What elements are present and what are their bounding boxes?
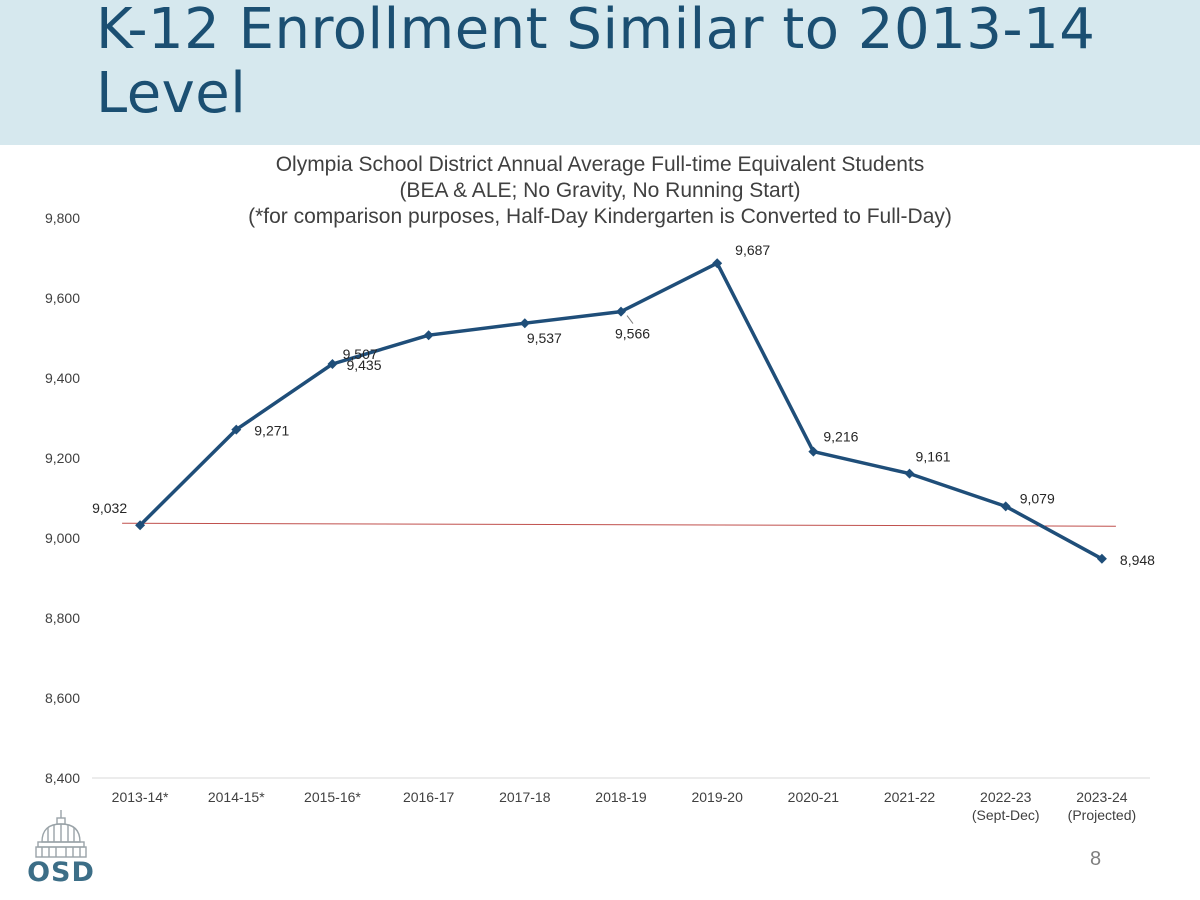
chart-title-line-3: (*for comparison purposes, Half-Day Kind… [248, 205, 952, 228]
data-point [904, 468, 915, 479]
x-tick-label: 2013-14* [112, 789, 169, 805]
data-label: 9,687 [735, 242, 770, 258]
y-tick-label: 8,800 [45, 610, 80, 626]
data-label: 9,161 [916, 449, 951, 465]
capitol-dome-logo-icon [35, 810, 87, 858]
slide-title: K-12 Enrollment Similar to 2013-14 Level [96, 0, 1096, 126]
x-tick-label: 2019-20 [691, 789, 743, 805]
data-label: 9,507 [343, 346, 378, 362]
data-label: 9,435 [346, 357, 381, 373]
data-label: 9,032 [92, 500, 127, 516]
data-point [135, 520, 146, 531]
data-point [231, 424, 242, 435]
title-band [0, 0, 1200, 145]
x-tick-label: 2017-18 [499, 789, 551, 805]
x-tick-label: 2015-16* [304, 789, 361, 805]
logo-text: OSD [27, 857, 95, 888]
chart-title: Olympia School District Annual Average F… [150, 152, 1050, 230]
x-tick-label: 2022-23 [980, 789, 1032, 805]
y-tick-label: 9,200 [45, 450, 80, 466]
x-tick-label: 2018-19 [595, 789, 647, 805]
data-point [327, 359, 338, 369]
x-tick-label: 2016-17 [403, 789, 455, 805]
data-point [616, 306, 626, 317]
data-point [1096, 553, 1107, 564]
data-label: 9,216 [823, 429, 858, 445]
y-tick-label: 9,800 [45, 210, 80, 226]
x-tick-label: 2023-24 [1076, 789, 1128, 805]
data-label: 9,537 [527, 330, 562, 346]
x-tick-label: 2021-22 [884, 789, 936, 805]
data-point [808, 446, 819, 457]
y-tick-label: 9,600 [45, 290, 80, 306]
x-tick-label: 2020-21 [788, 789, 840, 805]
data-label: 9,271 [254, 423, 289, 439]
chart-title-line-2: (BEA & ALE; No Gravity, No Running Start… [399, 179, 801, 202]
data-label: 9,566 [615, 326, 650, 342]
chart-title-line-1: Olympia School District Annual Average F… [275, 153, 925, 176]
y-tick-label: 9,400 [45, 370, 80, 386]
y-tick-label: 9,000 [45, 530, 80, 546]
data-point [519, 318, 530, 329]
data-point [1000, 501, 1011, 512]
data-point [423, 330, 434, 341]
x-tick-label: (Sept-Dec) [972, 807, 1040, 823]
x-tick-label: 2014-15* [208, 789, 265, 805]
data-label: 8,948 [1120, 552, 1155, 568]
reference-line [122, 522, 1116, 527]
x-tick-label: (Projected) [1068, 807, 1136, 823]
data-point [712, 258, 723, 269]
data-label-leader [626, 315, 634, 324]
y-tick-label: 8,400 [45, 770, 80, 786]
y-tick-label: 8,600 [45, 690, 80, 706]
data-label: 9,079 [1020, 490, 1055, 506]
page-number: 8 [1090, 848, 1102, 870]
